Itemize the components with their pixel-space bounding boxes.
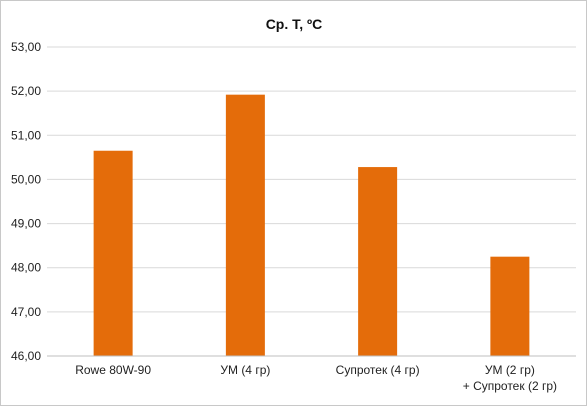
y-tick-label: 46,00 bbox=[11, 349, 41, 363]
y-tick-label: 49,00 bbox=[11, 217, 41, 231]
bar bbox=[93, 150, 133, 356]
bars bbox=[93, 94, 530, 356]
x-category-label: Супротек (4 гр) bbox=[336, 363, 420, 377]
y-tick-label: 50,00 bbox=[11, 172, 41, 186]
x-category-label: УМ (2 гр) bbox=[485, 363, 535, 377]
y-tick-label: 52,00 bbox=[11, 84, 41, 98]
y-tick-label: 53,00 bbox=[11, 40, 41, 54]
x-category-label: УМ (4 гр) bbox=[220, 363, 270, 377]
x-category-label: Rowe 80W-90 bbox=[75, 363, 151, 377]
bar bbox=[358, 167, 398, 356]
chart-title: Ср. Т, ºС bbox=[266, 16, 323, 32]
x-axis-categories: Rowe 80W-90 УМ (4 гр) Супротек (4 гр) УМ (2… bbox=[75, 363, 557, 393]
y-axis-ticks: 46,00 47,00 48,00 49,00 50,00 51,00 52,00 53,00 bbox=[11, 40, 41, 363]
y-tick-label: 47,00 bbox=[11, 305, 41, 319]
y-tick-label: 48,00 bbox=[11, 261, 41, 275]
x-category-label: + Супротек (2 гр) bbox=[463, 379, 557, 393]
y-tick-label: 51,00 bbox=[11, 128, 41, 142]
bar bbox=[490, 256, 530, 356]
gridlines bbox=[47, 46, 576, 313]
bar bbox=[225, 94, 265, 356]
